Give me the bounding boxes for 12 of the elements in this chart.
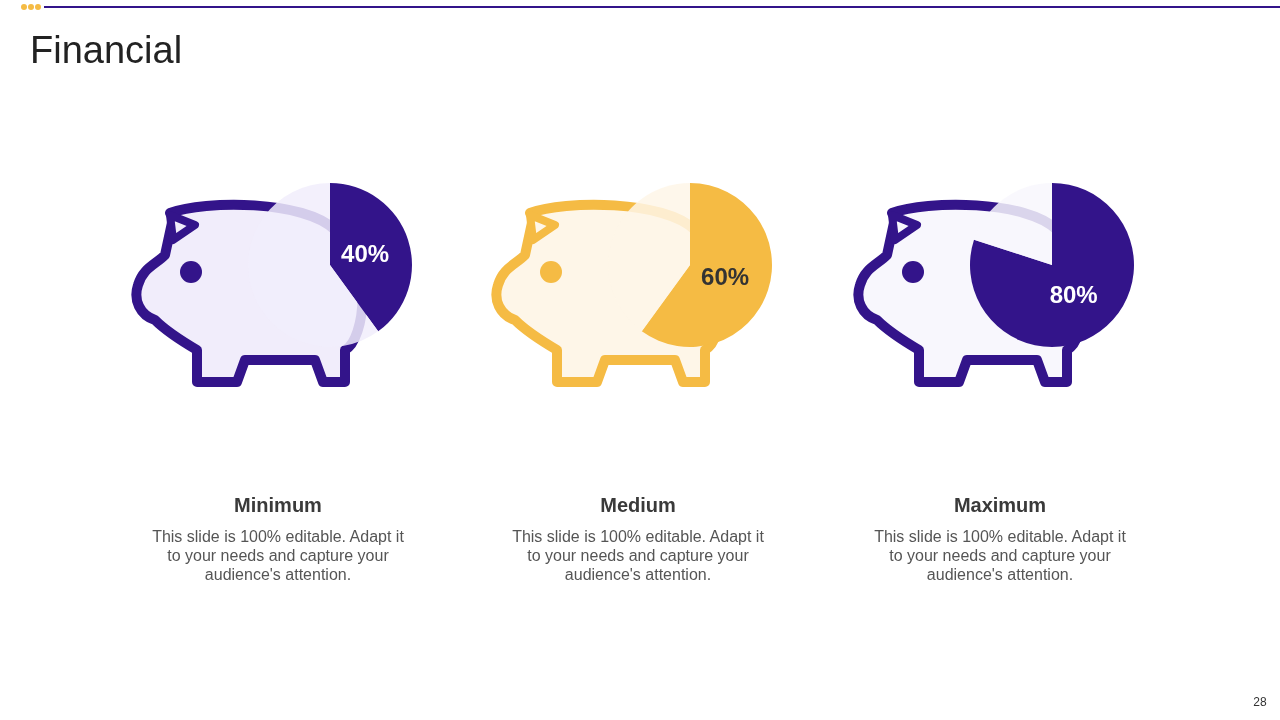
- text: 28: [1253, 695, 1267, 709]
- text: Maximum: [953, 494, 1047, 516]
- data-label: 40%: [341, 240, 390, 267]
- text: This slide is 100% editable. Adapt it to your needs and capture your audience's attention.: [152, 528, 405, 583]
- pie-slice: [330, 183, 412, 332]
- text: This slide is 100% editable. Adapt it to your needs and capture your audience's attention.: [512, 528, 765, 583]
- data-label: 60%: [701, 262, 750, 290]
- text: Medium: [600, 494, 676, 516]
- data-label: 80%: [1049, 281, 1098, 309]
- text: Financial: [30, 29, 183, 71]
- text: Minimum: [234, 494, 322, 516]
- text: This slide is 100% editable. Adapt it to your needs and capture your audience's attention.: [874, 528, 1127, 583]
